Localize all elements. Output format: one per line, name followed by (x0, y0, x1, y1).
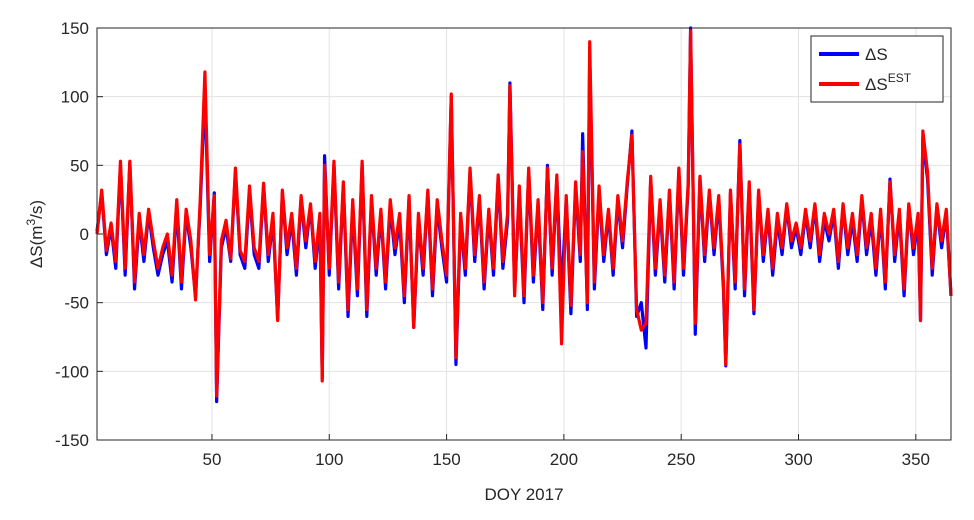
x-tick-label: 250 (667, 450, 695, 469)
x-tick-label: 100 (315, 450, 343, 469)
x-tick-label: 300 (784, 450, 812, 469)
legend-label: ΔSEST (865, 71, 912, 94)
y-tick-label: 100 (61, 88, 89, 107)
y-tick-label: 0 (80, 225, 89, 244)
series-line (95, 29, 953, 398)
x-axis-label: DOY 2017 (484, 485, 563, 504)
legend-name: ΔS (865, 45, 888, 64)
ticks: 50 100 150 200 250 300 350 -150 -100 -50 0 50 100 150 (55, 19, 930, 469)
legend-label: ΔS (865, 45, 888, 64)
x-tick-label: 200 (550, 450, 578, 469)
y-axis-label: ΔS(m3/s) (24, 200, 46, 268)
y-tick-label: -100 (55, 362, 89, 381)
y-axis-label-superscript: 3 (24, 219, 38, 226)
x-tick-label: 50 (203, 450, 222, 469)
x-tick-label: 150 (432, 450, 460, 469)
y-axis-label-part: ΔS(m (27, 226, 46, 269)
y-tick-label: -50 (64, 294, 89, 313)
x-tick-label: 350 (902, 450, 930, 469)
lines (95, 26, 953, 404)
legend-name: ΔS (865, 75, 888, 94)
y-axis-label-part: /s) (27, 200, 46, 219)
y-tick-label: 50 (70, 156, 89, 175)
y-tick-label: 150 (61, 19, 89, 38)
legend-superscript: EST (888, 71, 912, 85)
legend-box (810, 35, 944, 103)
y-tick-label: -150 (55, 431, 89, 450)
